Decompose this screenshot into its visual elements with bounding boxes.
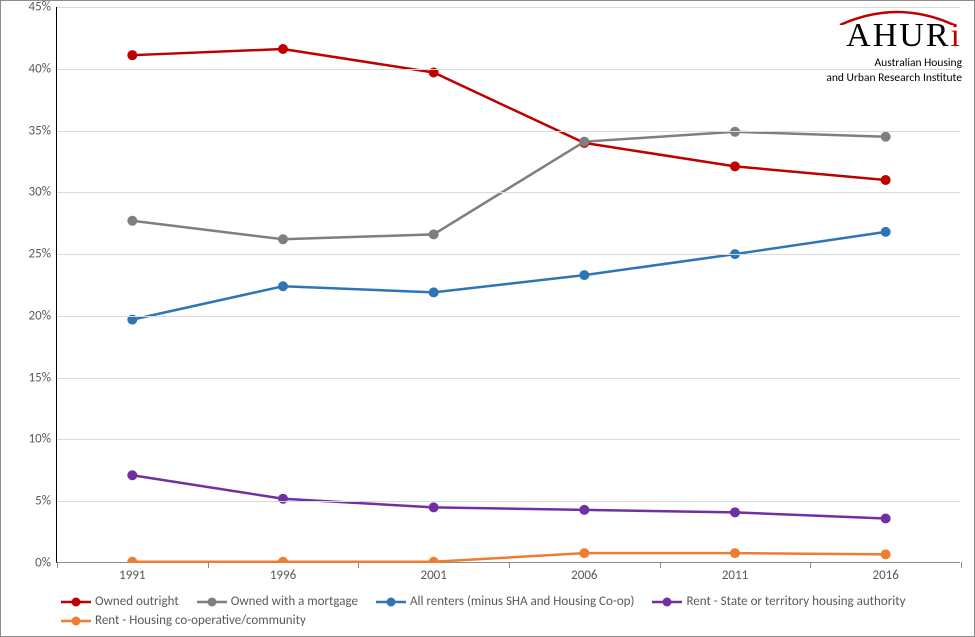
data-marker [429,557,439,563]
legend-swatch [652,596,682,608]
legend-item: All renters (minus SHA and Housing Co-op… [376,592,652,611]
legend-swatch [376,596,406,608]
legend-label: Rent - Housing co-operative/community [95,613,306,628]
y-axis-label: 0% [35,556,51,571]
x-tick [358,562,359,568]
y-axis-label: 25% [29,247,51,262]
logo-letter: i [951,17,962,54]
data-marker [278,494,288,504]
data-marker [278,557,288,563]
chart-lines [57,7,961,563]
x-axis-label: 1991 [119,568,145,583]
y-axis-label: 15% [29,370,51,385]
chart-container: 0% 5% 10% 15% 20% 25% 30% 35% 40% 45% 1991 1996 2001… [0,0,975,637]
y-axis-label: 35% [29,123,51,138]
legend-item: Rent - Housing co-operative/community [61,611,324,630]
legend-item: Owned outright [61,592,197,611]
y-axis-label: 20% [29,308,51,323]
x-tick [810,562,811,568]
legend-swatch [197,596,227,608]
data-marker [730,161,740,171]
x-axis-label: 2001 [420,568,446,583]
legend-label: Owned outright [95,594,179,609]
x-tick [509,562,510,568]
gridline [57,501,960,502]
logo-letter: U [899,17,926,54]
data-marker [881,514,891,524]
x-axis-label: 1996 [270,568,296,583]
logo-subtitle-line1: Australian Housing [826,57,962,70]
legend: Owned outright Owned with a mortgage All r… [61,592,964,630]
series-line [132,475,885,518]
series-line [132,132,885,239]
data-marker [429,229,439,239]
legend-item: Owned with a mortgage [197,592,376,611]
x-tick [660,562,661,568]
gridline [57,439,960,440]
data-marker [881,549,891,559]
y-axis-label: 10% [29,432,51,447]
y-axis-label: 5% [35,494,51,509]
y-axis-label: 45% [29,0,51,15]
data-marker [730,127,740,137]
plot-area: 0%5%10%15%20%25%30%35%40%45%199119962001… [56,7,960,563]
data-marker [127,557,137,563]
legend-label: All renters (minus SHA and Housing Co-op… [410,594,634,609]
logo-letter: R [926,17,951,54]
data-marker [881,175,891,185]
data-marker [579,137,589,147]
gridline [57,254,960,255]
gridline [57,131,960,132]
legend-item: Rent - State or territory housing author… [652,592,923,611]
y-axis-label: 40% [29,61,51,76]
gridline [57,378,960,379]
x-tick [208,562,209,568]
data-marker [429,502,439,512]
x-tick [961,562,962,568]
data-marker [127,50,137,60]
logo-subtitle-line2: and Urban Research Institute [826,72,962,85]
gridline [57,69,960,70]
data-marker [278,281,288,291]
data-marker [579,270,589,280]
data-marker [278,44,288,54]
x-axis-label: 2016 [872,568,898,583]
x-tick [57,562,58,568]
data-marker [579,505,589,515]
gridline [57,316,960,317]
logo-letter: A [846,17,873,54]
series-line [132,553,885,562]
x-axis-label: 2011 [722,568,748,583]
data-marker [429,287,439,297]
gridline [57,192,960,193]
logo-letter: H [873,17,900,54]
legend-label: Owned with a mortgage [231,594,358,609]
legend-label: Rent - State or territory housing author… [686,594,905,609]
data-marker [579,548,589,558]
data-marker [730,507,740,517]
data-marker [730,548,740,558]
x-axis-label: 2006 [571,568,597,583]
y-axis-label: 30% [29,185,51,200]
data-marker [127,216,137,226]
gridline [57,7,960,8]
ahuri-logo: AHURi Australian Housing and Urban Resea… [826,7,962,84]
data-marker [278,234,288,244]
legend-swatch [61,596,91,608]
data-marker [881,227,891,237]
series-line [132,232,885,320]
logo-word: AHURi [826,17,962,55]
data-marker [127,470,137,480]
data-marker [881,132,891,142]
legend-swatch [61,615,91,627]
